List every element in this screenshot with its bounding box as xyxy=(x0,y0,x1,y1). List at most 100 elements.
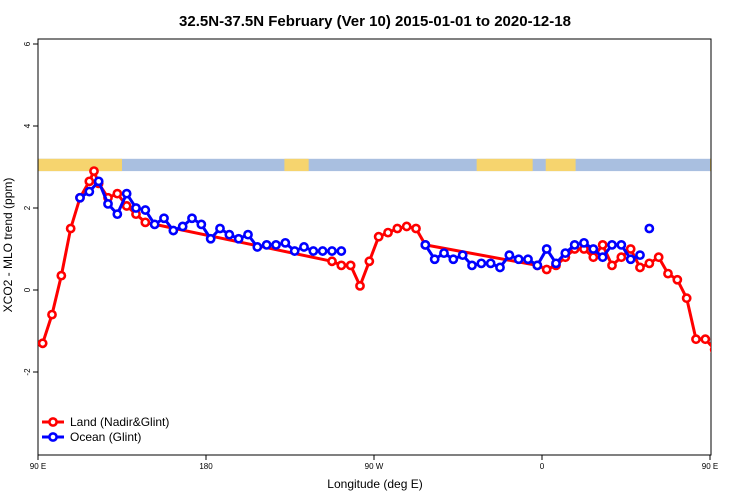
chart-title: 32.5N-37.5N February (Ver 10) 2015-01-01… xyxy=(179,13,571,30)
land-series-point xyxy=(89,166,99,176)
ocean-series-point xyxy=(224,229,235,240)
land-series-point xyxy=(345,260,356,271)
land-series-point xyxy=(38,338,48,349)
y-tick-label: 0 xyxy=(23,287,32,292)
ocean-series-point xyxy=(75,192,85,203)
y-tick-label: 2 xyxy=(23,205,32,210)
ocean-series-point xyxy=(336,246,347,256)
y-tick-label: -2 xyxy=(23,368,32,376)
legend-marker xyxy=(48,432,58,442)
ocean-series-point xyxy=(84,186,95,197)
ocean-series-point xyxy=(103,198,113,209)
ocean-series-point xyxy=(205,233,216,244)
land-series-point xyxy=(121,201,132,211)
ocean-series-point xyxy=(177,221,188,232)
ocean-series-point xyxy=(112,209,123,220)
ocean-series-point xyxy=(149,219,160,230)
ocean-series-point xyxy=(457,250,468,261)
ocean-series-point xyxy=(625,254,636,265)
land-series-point xyxy=(140,217,151,228)
ocean-series-point xyxy=(261,239,272,250)
ocean-series-point xyxy=(560,248,571,258)
ocean-series-point xyxy=(317,246,328,256)
ocean-series-point xyxy=(523,254,533,265)
x-tick-label: 90 W xyxy=(365,462,384,471)
map-strip-land xyxy=(545,158,576,172)
land-series-point xyxy=(616,252,627,263)
land-series-point xyxy=(65,223,76,234)
land-series-point xyxy=(373,231,384,242)
ocean-series-point xyxy=(644,223,655,234)
legend-entry: Land (Nadir&Glint) xyxy=(70,415,169,429)
map-strip-ocean xyxy=(38,158,711,172)
map-strip-land xyxy=(38,158,122,172)
ocean-series-point xyxy=(597,252,608,263)
land-series-point xyxy=(355,280,365,291)
legend: Land (Nadir&Glint)Ocean (Glint) xyxy=(42,415,169,444)
land-series-point xyxy=(112,188,123,199)
ocean-series-point xyxy=(93,176,104,187)
land-series-point xyxy=(681,293,692,304)
series-layer xyxy=(38,166,750,353)
ocean-series-point xyxy=(569,239,580,250)
ocean-series-point xyxy=(280,237,291,248)
land-series-point xyxy=(401,221,412,232)
ocean-series-point xyxy=(579,237,589,248)
land-series-point xyxy=(625,244,636,254)
x-tick-label: 90 E xyxy=(30,462,46,471)
ocean-series-point xyxy=(187,213,197,224)
ocean-series-point xyxy=(159,213,169,224)
y-axis-label: XCO2 - MLO trend (ppm) xyxy=(1,178,15,313)
legend-entry: Ocean (Glint) xyxy=(70,430,141,444)
land-series-point xyxy=(364,256,375,267)
ocean-series-point xyxy=(289,246,300,256)
ocean-series-point xyxy=(233,233,244,244)
ocean-series-point xyxy=(541,244,552,254)
land-series-point xyxy=(411,223,421,234)
ocean-series-point xyxy=(131,203,141,213)
ocean-series-point xyxy=(196,219,207,230)
land-series-point xyxy=(56,270,67,281)
land-series-point xyxy=(663,268,673,279)
land-series-point xyxy=(607,260,617,271)
ocean-series-point xyxy=(243,229,253,240)
land-series-point xyxy=(709,346,711,353)
ocean-series-point xyxy=(467,260,477,271)
map-strip-land xyxy=(476,158,533,172)
land-series-point xyxy=(672,274,683,285)
ocean-series-point xyxy=(439,248,449,258)
land-series-point xyxy=(635,262,645,273)
land-series-point xyxy=(744,225,750,232)
map-strip-land xyxy=(284,158,309,172)
ocean-series-point xyxy=(448,254,459,265)
land-series-point xyxy=(720,342,727,349)
legend-marker xyxy=(48,417,58,427)
land-series-point xyxy=(597,239,608,250)
land-series-point xyxy=(653,252,664,263)
land-series-point xyxy=(383,227,393,238)
ocean-series-point xyxy=(504,250,515,261)
ocean-series-point xyxy=(616,239,627,250)
land-series-point xyxy=(644,258,655,269)
ocean-series-point xyxy=(551,258,561,269)
ocean-series-point xyxy=(168,225,179,236)
y-tick-label: 4 xyxy=(23,123,32,128)
ocean-series-point xyxy=(121,188,132,199)
ocean-series-point xyxy=(215,223,225,234)
land-series-point xyxy=(392,223,403,234)
ocean-series-point xyxy=(429,254,440,265)
ocean-series-point xyxy=(327,246,337,256)
land-series-point xyxy=(541,264,552,275)
land-series-point xyxy=(327,256,337,267)
ocean-series-point xyxy=(485,258,496,269)
ocean-series-point xyxy=(513,254,524,265)
x-tick-label: 0 xyxy=(540,462,545,471)
land-series-point xyxy=(588,252,599,263)
ocean-series-point xyxy=(252,242,263,252)
land-series-point xyxy=(47,309,57,320)
x-tick-label: 90 E xyxy=(702,462,718,471)
y-tick-label: 6 xyxy=(23,41,32,46)
ocean-series-point xyxy=(607,239,617,250)
